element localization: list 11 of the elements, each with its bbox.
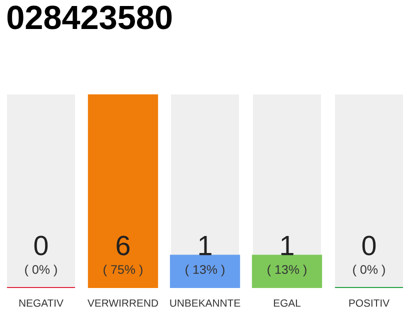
x-tick-label: EGAL — [274, 299, 301, 307]
data-label: 0 ( 0% ) — [353, 236, 385, 276]
x-tick-label: NEGATIV — [19, 299, 64, 307]
data-label: 1 ( 13% ) — [186, 236, 224, 276]
data-label: 6 ( 75% ) — [104, 236, 142, 276]
x-tick-label: POSITIV — [349, 299, 390, 307]
data-label: 0 ( 0% ) — [25, 236, 57, 276]
chart-title: 028423580 — [7, 6, 172, 30]
data-label: 1 ( 13% ) — [268, 236, 306, 276]
x-tick-label: VERWIRREND — [88, 299, 158, 307]
x-tick-label: UNBEKANNTE — [170, 299, 240, 307]
